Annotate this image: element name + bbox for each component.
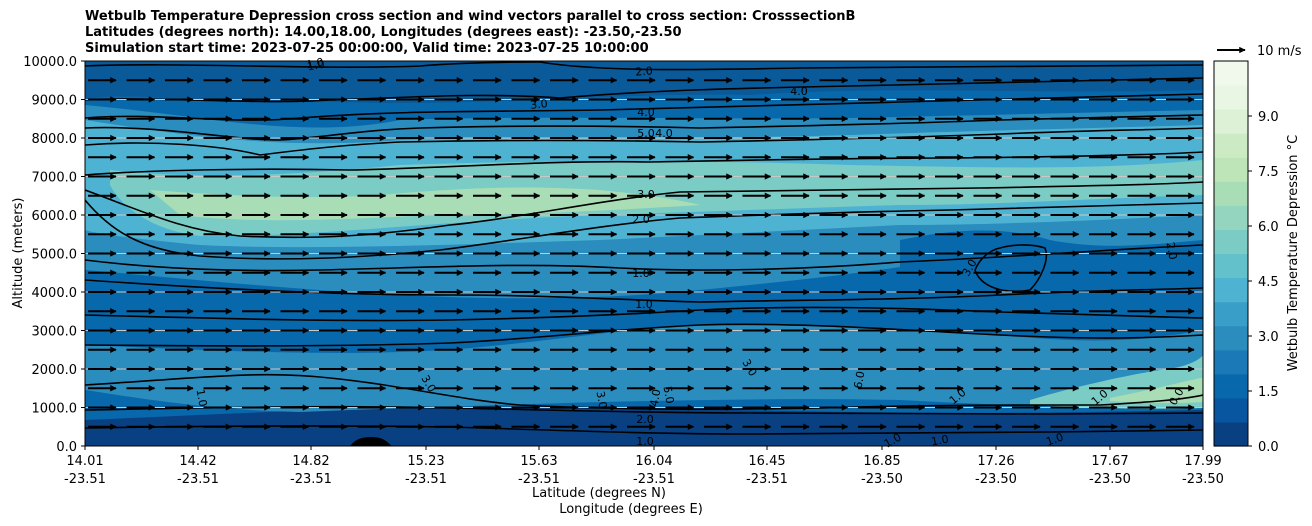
- colorbar-ticks: 0.0 1.5 3.0 4.5 6.0 7.5 9.0: [1248, 110, 1279, 455]
- x-tick-label-lat: 16.85: [863, 454, 900, 469]
- contour-label: 4.0: [648, 388, 664, 407]
- x-tick-label-lat: 17.99: [1184, 454, 1221, 469]
- contour-label: 1.0: [635, 298, 653, 311]
- y-tick-label: 5000.0: [32, 248, 78, 263]
- contour-label: 2.0: [636, 413, 654, 426]
- colorbar-band: [1214, 133, 1248, 158]
- colorbar-band: [1214, 421, 1248, 447]
- band-low-warm-2: [1110, 378, 1203, 404]
- colorbar-frame: [1213, 60, 1249, 447]
- colorbar-band: [1214, 349, 1248, 375]
- colorbar-band: [1214, 109, 1248, 134]
- y-tick-label: 10000.0: [23, 55, 77, 70]
- chart-title-line-3: Simulation start time: 2023-07-25 00:00:…: [85, 41, 649, 56]
- colorbar-band: [1214, 181, 1248, 206]
- x-tick-label-lon: -23.50: [975, 472, 1017, 487]
- contour-label: 1.0: [930, 433, 949, 449]
- colorbar-tick-label: 9.0: [1258, 110, 1279, 125]
- x-tick-label-lon: -23.51: [633, 472, 675, 487]
- colorbar-band: [1214, 205, 1248, 231]
- y-axis: 0.0 1000.0 2000.0 3000.0 4000.0 5000.0 6000.0 7…: [23, 55, 85, 455]
- y-tick-label: 3000.0: [32, 325, 78, 340]
- x-axis-label-lon: Longitude (degrees E): [559, 502, 703, 517]
- contour-label: 2.0: [1164, 241, 1180, 260]
- colorbar-tick-label: 4.5: [1258, 275, 1279, 290]
- contour-labels: 1.0 2.03.04.04.05.0 4.03.02.01.01.02.03.03…: [194, 56, 1187, 451]
- quiver-key-label: 10 m/s: [1257, 44, 1302, 59]
- contour-label: 3.0: [530, 97, 549, 112]
- colorbar-band: [1214, 325, 1248, 351]
- y-axis-label: Altitude (meters): [11, 198, 26, 309]
- contour-label: 1.0: [194, 388, 210, 407]
- x-tick-label-lon: -23.51: [746, 472, 788, 487]
- x-tick-label-lon: -23.51: [177, 472, 219, 487]
- colorbar-tick-label: 1.5: [1258, 385, 1279, 400]
- colorbar-tick-label: 0.0: [1258, 440, 1279, 455]
- x-tick-label-lon: -23.51: [518, 472, 560, 487]
- x-tick-label-lat: 15.63: [520, 454, 557, 469]
- wind-vectors: [88, 77, 1195, 430]
- x-tick-label-lon: -23.50: [861, 472, 903, 487]
- band-upper-low: [85, 61, 1203, 104]
- x-tick-label-lat: 16.45: [748, 454, 785, 469]
- x-axis: 14.01 -23.51 14.42 -23.51 14.82 -23.51 15.23 -2…: [64, 446, 1224, 487]
- colorbar-tick-label: 7.5: [1258, 165, 1279, 180]
- colorbar-band: [1214, 373, 1248, 399]
- colorbar-band: [1214, 253, 1248, 279]
- colorbar-band: [1214, 301, 1248, 327]
- x-tick-label-lat: 15.23: [407, 454, 444, 469]
- colorbar-band: [1214, 397, 1248, 423]
- y-tick-label: 9000.0: [32, 94, 78, 109]
- contour-label: 2.0: [635, 64, 653, 78]
- x-tick-label-lat: 16.04: [635, 454, 672, 469]
- y-tick-label: 4000.0: [32, 286, 78, 301]
- terrain: [350, 437, 392, 446]
- colorbar-tick-label: 3.0: [1258, 330, 1279, 345]
- x-tick-label-lat: 17.67: [1091, 454, 1128, 469]
- contour-label: 5.0: [661, 385, 677, 404]
- contour-label: 5.0: [637, 127, 655, 140]
- x-tick-label-lon: -23.50: [1089, 472, 1131, 487]
- x-tick-label-lon: -23.51: [405, 472, 447, 487]
- contour-label: 1.0: [305, 56, 324, 72]
- chart-title-line-1: Wetbulb Temperature Depression cross sec…: [85, 9, 856, 24]
- contour-label: 2.0: [632, 213, 650, 226]
- band-right-dry: [900, 230, 1203, 334]
- y-tick-label: 1000.0: [32, 402, 78, 417]
- contour-label: 4.0: [790, 85, 808, 98]
- colorbar-band: [1214, 229, 1248, 255]
- contour-label: 1.0: [306, 58, 325, 74]
- colorbar-tick-label: 6.0: [1258, 220, 1279, 235]
- x-tick-label-lat: 14.82: [292, 454, 329, 469]
- y-tick-label: 2000.0: [32, 363, 78, 378]
- colorbar-band: [1214, 157, 1248, 182]
- contour-label: 3.0: [637, 188, 655, 201]
- chart-title-line-2: Latitudes (degrees north): 14.00,18.00, …: [85, 25, 682, 40]
- contour-label: 1.0: [632, 267, 650, 280]
- contour-label: 4.0: [637, 106, 655, 119]
- y-tick-label: 8000.0: [32, 132, 78, 147]
- colorbar-label: Wetbulb Temperature Depression °C: [1286, 135, 1301, 372]
- y-tick-label: 6000.0: [32, 209, 78, 224]
- contour-label: 3.0: [594, 390, 610, 409]
- contour-label: 1.0: [636, 435, 654, 448]
- y-tick-label: 0.0: [56, 440, 77, 455]
- contour-label: 1.0: [1044, 430, 1065, 448]
- colorbar-band: [1214, 61, 1248, 86]
- x-tick-label-lat: 17.26: [977, 454, 1014, 469]
- y-tick-label: 7000.0: [32, 171, 78, 186]
- colorbar: [1214, 61, 1248, 447]
- x-tick-label-lat: 14.01: [66, 454, 103, 469]
- colorbar-band: [1214, 85, 1248, 110]
- x-tick-label-lon: -23.51: [290, 472, 332, 487]
- contour-label: 6.0: [852, 370, 868, 389]
- colorbar-band: [1214, 277, 1248, 303]
- x-tick-label-lon: -23.50: [1182, 472, 1224, 487]
- contour-label: 4.0: [655, 127, 673, 140]
- x-tick-label-lat: 14.42: [179, 454, 216, 469]
- x-tick-label-lon: -23.51: [64, 472, 106, 487]
- x-axis-label-lat: Latitude (degrees N): [532, 486, 666, 501]
